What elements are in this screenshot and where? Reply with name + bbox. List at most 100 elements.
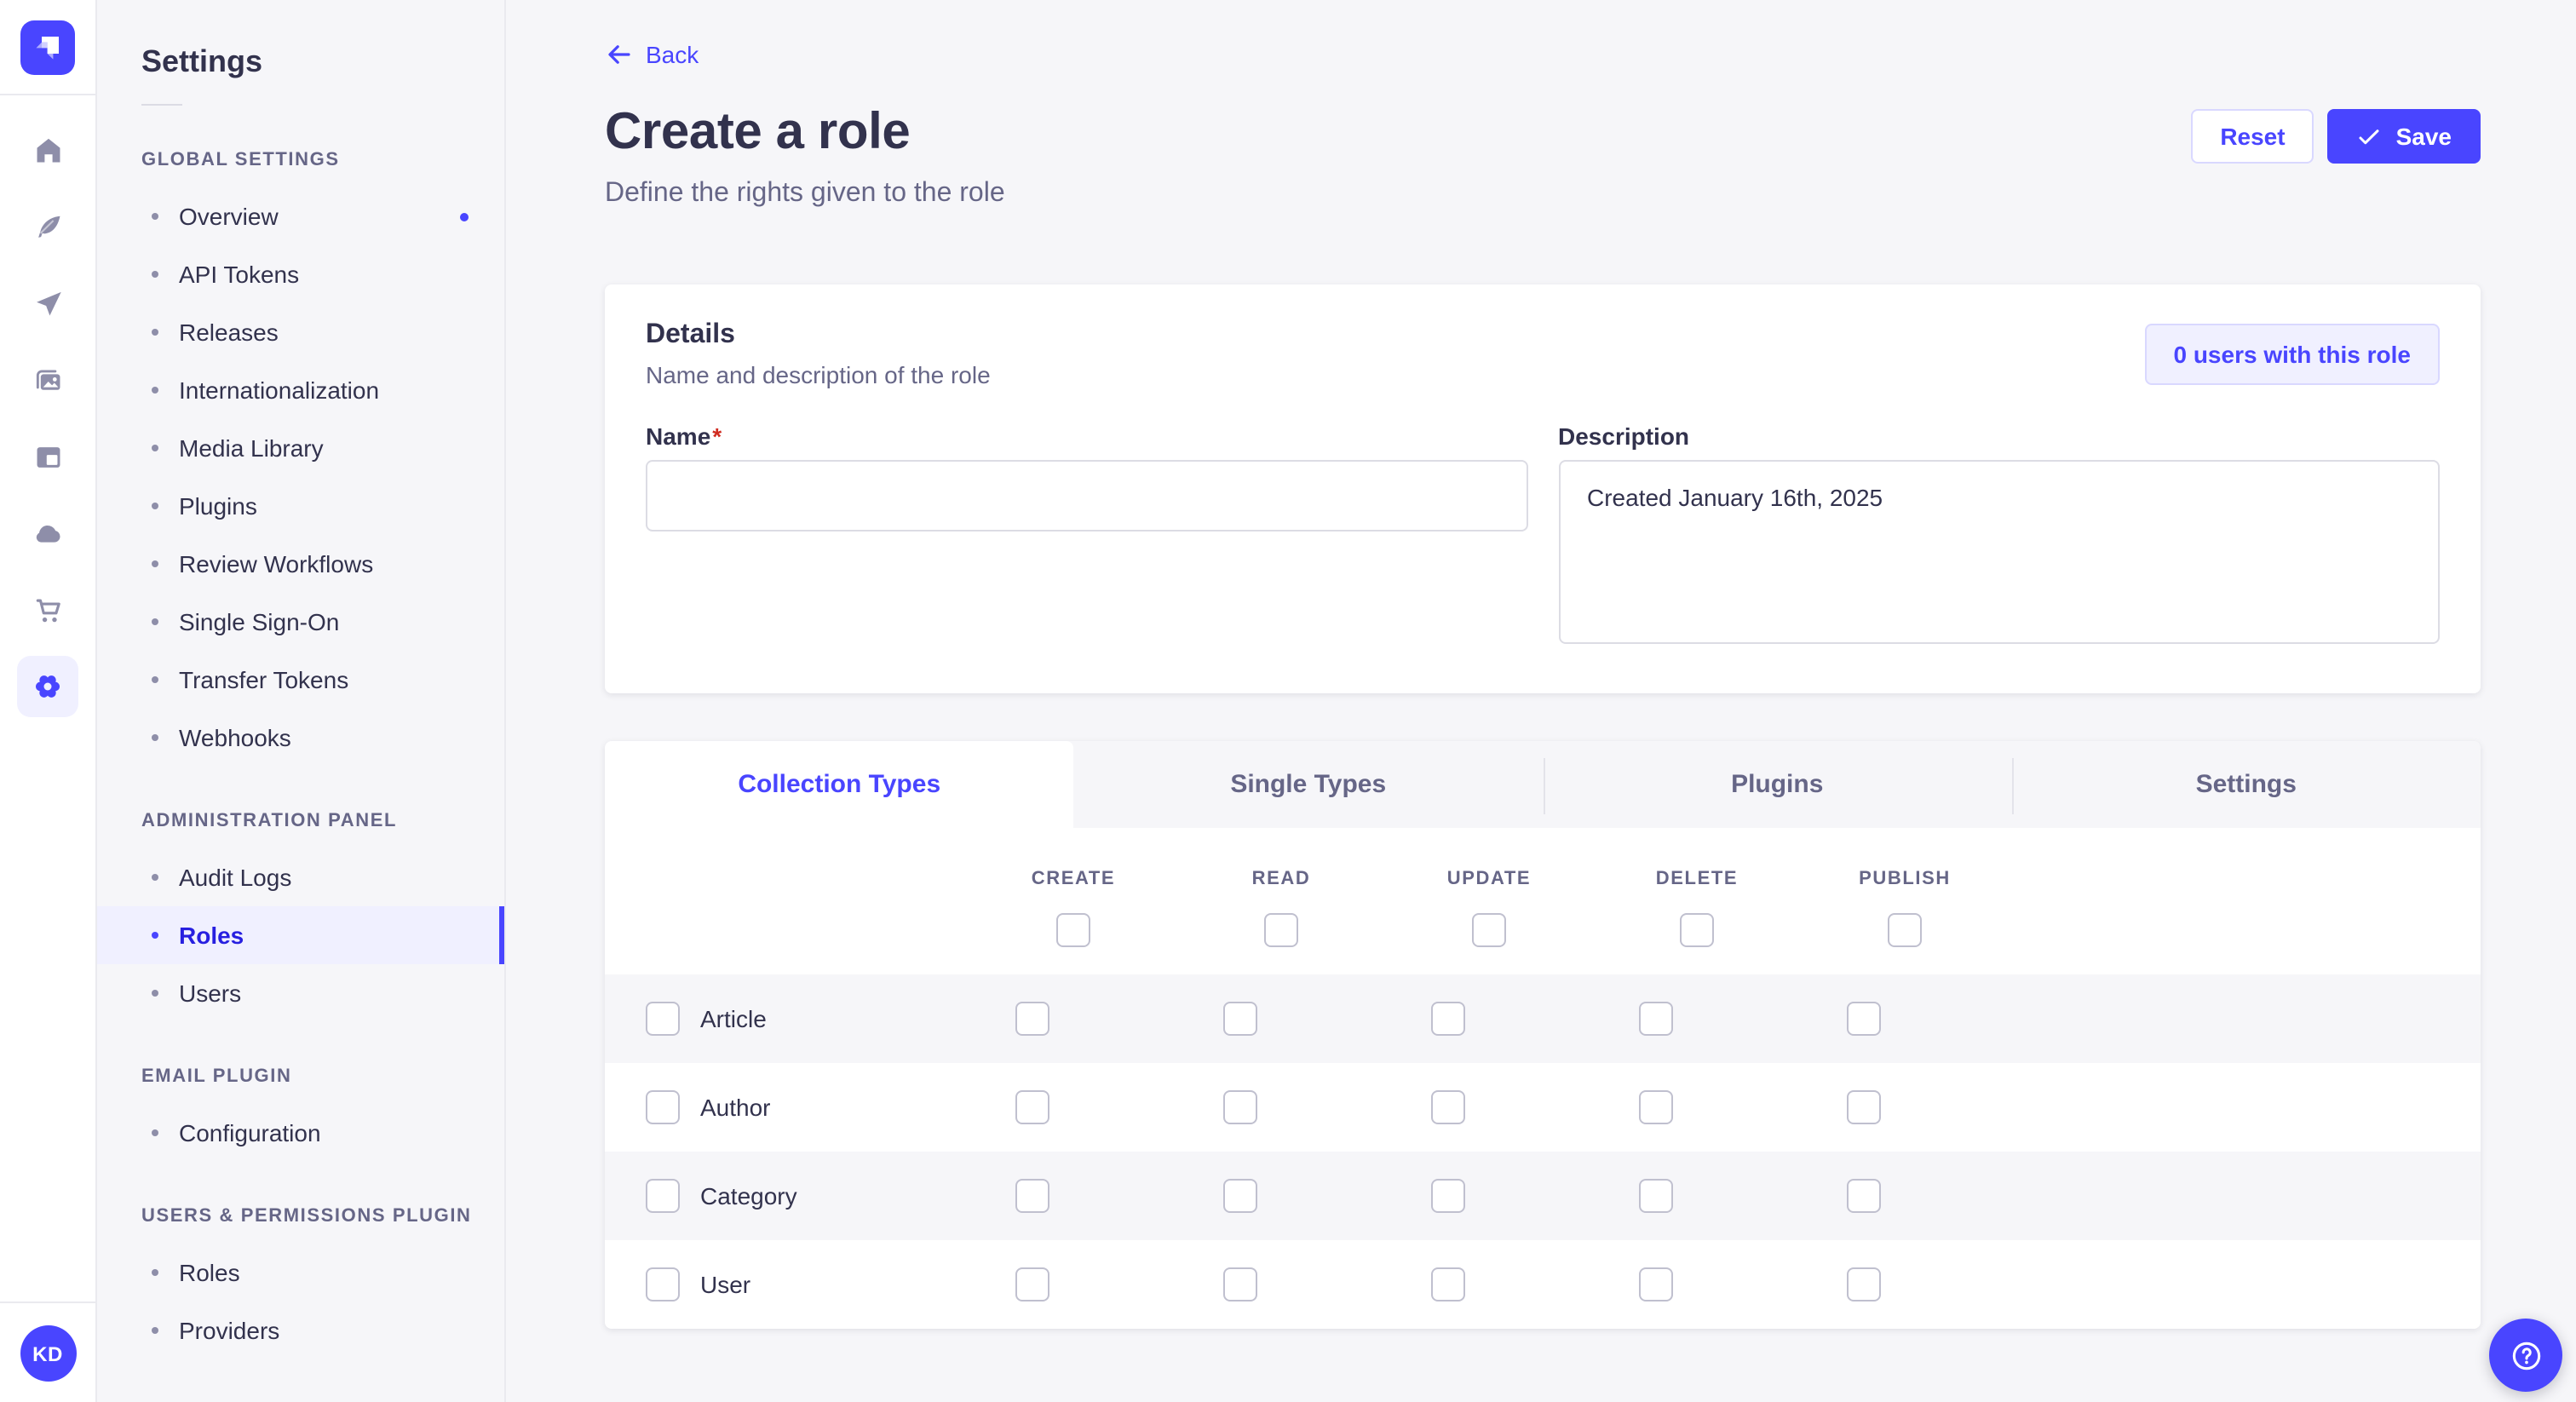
sidebar-item-providers[interactable]: Providers xyxy=(97,1301,504,1359)
bullet-icon xyxy=(152,387,158,394)
sidebar-item-releases[interactable]: Releases xyxy=(97,303,504,361)
description-textarea[interactable]: Created January 16th, 2025 xyxy=(1558,460,2440,644)
category-delete-checkbox[interactable] xyxy=(1639,1179,1673,1213)
select-all-create-checkbox[interactable] xyxy=(1056,913,1090,947)
sidebar-item-single-sign-on[interactable]: Single Sign-On xyxy=(97,593,504,651)
question-icon xyxy=(2511,1341,2540,1370)
user-create-checkbox[interactable] xyxy=(1015,1267,1049,1301)
bullet-icon xyxy=(152,1327,158,1334)
help-button[interactable] xyxy=(2489,1319,2562,1392)
select-all-update-checkbox[interactable] xyxy=(1472,913,1506,947)
details-card-header: Details Name and description of the role… xyxy=(646,320,2440,388)
select-all-publish-checkbox[interactable] xyxy=(1888,913,1922,947)
settings-icon[interactable] xyxy=(17,656,78,717)
header-actions: Reset Save xyxy=(2191,104,2481,164)
permissions-card: Collection Types Single Types Plugins Se… xyxy=(605,741,2481,1329)
main-content: Back Create a role Define the rights giv… xyxy=(506,0,2576,1402)
marketplace-icon[interactable] xyxy=(17,579,78,641)
row-select-checkbox[interactable] xyxy=(646,1267,680,1301)
sidebar-item-configuration[interactable]: Configuration xyxy=(97,1104,504,1162)
article-create-checkbox[interactable] xyxy=(1015,1002,1049,1036)
permissions-table-header: CREATE READ UPDATE DELETE PUBLISH xyxy=(605,828,2481,974)
row-select-checkbox[interactable] xyxy=(646,1090,680,1124)
row-label: Article xyxy=(700,1005,767,1032)
bullet-icon xyxy=(152,329,158,336)
user-publish-checkbox[interactable] xyxy=(1847,1267,1881,1301)
table-row-article: Article xyxy=(605,974,2481,1063)
user-avatar[interactable]: KD xyxy=(20,1325,76,1382)
sidebar-title: Settings xyxy=(141,44,263,78)
user-delete-checkbox[interactable] xyxy=(1639,1267,1673,1301)
category-publish-checkbox[interactable] xyxy=(1847,1179,1881,1213)
strapi-logo[interactable] xyxy=(20,20,75,75)
row-select-checkbox[interactable] xyxy=(646,1179,680,1213)
row-select-checkbox[interactable] xyxy=(646,1002,680,1036)
check-icon xyxy=(2360,129,2380,144)
author-create-checkbox[interactable] xyxy=(1015,1090,1049,1124)
content-type-builder-icon[interactable] xyxy=(17,426,78,487)
bullet-icon xyxy=(152,990,158,997)
article-update-checkbox[interactable] xyxy=(1431,1002,1465,1036)
select-all-read-checkbox[interactable] xyxy=(1264,913,1298,947)
page-header: Create a role Define the rights given to… xyxy=(605,104,2481,210)
article-publish-checkbox[interactable] xyxy=(1847,1002,1881,1036)
content-manager-icon[interactable] xyxy=(17,196,78,257)
sidebar-item-internationalization[interactable]: Internationalization xyxy=(97,361,504,419)
required-asterisk: * xyxy=(712,422,722,450)
users-with-role-button[interactable]: 0 users with this role xyxy=(2144,324,2440,385)
details-card: Details Name and description of the role… xyxy=(605,284,2481,693)
row-label: User xyxy=(700,1271,751,1298)
media-library-icon[interactable] xyxy=(17,349,78,411)
rail-icon-list xyxy=(17,119,78,717)
sidebar-item-roles-up[interactable]: Roles xyxy=(97,1244,504,1301)
author-update-checkbox[interactable] xyxy=(1431,1090,1465,1124)
sidebar-item-review-workflows[interactable]: Review Workflows xyxy=(97,535,504,593)
category-create-checkbox[interactable] xyxy=(1015,1179,1049,1213)
category-update-checkbox[interactable] xyxy=(1431,1179,1465,1213)
tab-settings[interactable]: Settings xyxy=(2011,741,2481,828)
author-publish-checkbox[interactable] xyxy=(1847,1090,1881,1124)
table-row-category: Category xyxy=(605,1152,2481,1240)
sidebar-item-audit-logs[interactable]: Audit Logs xyxy=(97,848,504,906)
sidebar-title-divider xyxy=(141,104,182,106)
cloud-icon[interactable] xyxy=(17,503,78,564)
user-read-checkbox[interactable] xyxy=(1223,1267,1257,1301)
tab-plugins[interactable]: Plugins xyxy=(1543,741,2012,828)
tab-single-types[interactable]: Single Types xyxy=(1230,770,1387,799)
page-title: Create a role xyxy=(605,104,911,160)
save-button[interactable]: Save xyxy=(2327,109,2481,164)
article-read-checkbox[interactable] xyxy=(1223,1002,1257,1036)
row-label: Author xyxy=(700,1094,771,1121)
permissions-table: CREATE READ UPDATE DELETE PUBLISH xyxy=(605,828,2481,1329)
sidebar-item-media-library[interactable]: Media Library xyxy=(97,419,504,477)
sidebar-item-roles-admin[interactable]: Roles xyxy=(97,906,504,964)
sidebar-item-api-tokens[interactable]: API Tokens xyxy=(97,245,504,303)
author-read-checkbox[interactable] xyxy=(1223,1090,1257,1124)
releases-icon[interactable] xyxy=(17,273,78,334)
select-all-delete-checkbox[interactable] xyxy=(1680,913,1714,947)
sidebar-item-users[interactable]: Users xyxy=(97,964,504,1022)
section-header-administration-panel: ADMINISTRATION PANEL xyxy=(141,811,398,831)
article-delete-checkbox[interactable] xyxy=(1639,1002,1673,1036)
sidebar-item-plugins[interactable]: Plugins xyxy=(97,477,504,535)
reset-button[interactable]: Reset xyxy=(2191,109,2314,164)
user-update-checkbox[interactable] xyxy=(1431,1267,1465,1301)
sidebar-item-transfer-tokens[interactable]: Transfer Tokens xyxy=(97,651,504,709)
logo-container xyxy=(0,0,95,95)
author-delete-checkbox[interactable] xyxy=(1639,1090,1673,1124)
bullet-icon xyxy=(152,213,158,220)
sidebar-item-overview[interactable]: Overview xyxy=(97,187,504,245)
sidebar-item-webhooks[interactable]: Webhooks xyxy=(97,709,504,767)
settings-sidebar: Settings GLOBAL SETTINGS Overview API To… xyxy=(97,0,506,1402)
home-icon[interactable] xyxy=(17,119,78,181)
description-label: Description xyxy=(1558,422,1690,450)
rail-footer: KD xyxy=(0,1301,95,1402)
name-input[interactable] xyxy=(646,460,1527,531)
bullet-icon xyxy=(152,271,158,278)
bullet-icon xyxy=(152,445,158,451)
tab-collection-types[interactable]: Collection Types xyxy=(605,741,1074,828)
back-link[interactable]: Back xyxy=(605,41,699,68)
category-read-checkbox[interactable] xyxy=(1223,1179,1257,1213)
page-subtitle: Define the rights given to the role xyxy=(605,179,1005,208)
